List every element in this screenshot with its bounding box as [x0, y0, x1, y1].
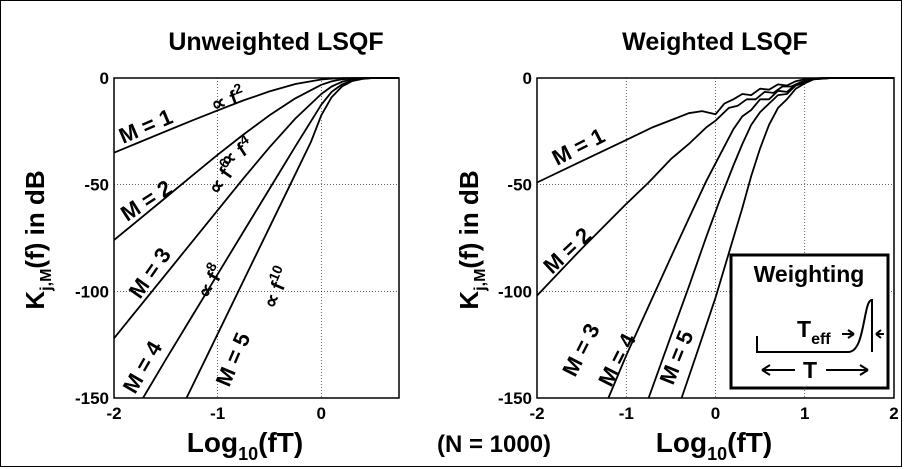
weighting-inset: Weighting Teff T — [729, 253, 890, 390]
left-label-m4: M = 4 — [118, 336, 168, 397]
left-chart-title: Unweighted LSQF — [168, 28, 383, 56]
right-label-m2: M = 2 — [538, 222, 596, 278]
teff-arrow-left-icon — [842, 329, 855, 339]
right-x-tick-label: 0 — [711, 404, 720, 423]
left-curve-m4 — [142, 77, 399, 399]
right-x-tick-label: 2 — [889, 404, 898, 423]
left-label-m1: M = 1 — [115, 104, 176, 149]
left-slope-m1: ∝ f2 — [206, 80, 248, 117]
left-label-m2: M = 2 — [116, 175, 176, 226]
left-plot-area — [113, 77, 400, 399]
left-grid — [114, 78, 399, 398]
teff-label: Teff — [797, 316, 831, 348]
right-y-tick-label: 0 — [523, 69, 532, 88]
right-curve-m1 — [536, 77, 894, 184]
right-x-tick-label: -2 — [529, 404, 544, 423]
left-y-tick-label: -50 — [84, 176, 109, 195]
left-label-m5: M = 5 — [211, 329, 256, 390]
right-y-tick-label: -100 — [498, 282, 532, 301]
right-chart-title: Weighted LSQF — [622, 28, 808, 56]
left-y-tick-label: -100 — [75, 282, 109, 301]
right-plot-area — [536, 77, 895, 399]
left-x-tick-label: -2 — [106, 404, 121, 423]
right-curve-m2 — [536, 77, 894, 297]
right-curve-m5 — [680, 77, 894, 399]
teff-arrow-right-icon — [875, 329, 884, 339]
right-tick-labels: -2 -1 0 1 2 0 -50 -100 -150 — [498, 69, 899, 423]
left-curve-m2 — [113, 77, 399, 241]
n-note: (N = 1000) — [437, 431, 551, 458]
left-curves — [113, 77, 399, 399]
left-label-m3: M = 3 — [124, 243, 176, 303]
right-y-tick-label: -50 — [507, 176, 532, 195]
weighting-curve — [756, 298, 873, 353]
left-tick-labels: -2 -1 00-50-100-150 — [75, 69, 326, 423]
left-y-label: Kj,M(f) in dB — [20, 170, 55, 309]
t-label: T — [803, 357, 817, 383]
left-curve-labels: M = 1 ∝ f2 M = 2 ∝ f4 M = 3 ∝ f6 M = 4 ∝… — [115, 80, 296, 398]
left-y-tick-label: 0 — [100, 69, 109, 88]
right-curves — [536, 77, 894, 399]
left-y-tick-label: -150 — [75, 389, 109, 408]
left-slope-m5: ∝ f10 — [255, 262, 296, 311]
right-x-tick-label: 1 — [800, 404, 809, 423]
right-label-m5: M = 5 — [654, 327, 698, 388]
left-x-label: Log10(fT) — [187, 427, 303, 464]
t-arrow-left-icon — [761, 364, 795, 376]
right-y-tick-label: -150 — [498, 389, 532, 408]
left-x-tick-label: 0 — [317, 404, 326, 423]
right-curve-labels: M = 1 M = 2 M = 3 M = 4 M = 5 — [538, 123, 698, 390]
left-curve-m5 — [185, 77, 399, 399]
left-x-tick-label: -1 — [210, 404, 225, 423]
right-y-label: Kj,M(f) in dB — [454, 170, 489, 309]
right-x-label: Log10(fT) — [656, 427, 772, 464]
right-x-tick-label: -1 — [619, 404, 634, 423]
t-arrow-right-icon — [826, 364, 869, 376]
inset-title: Weighting — [754, 261, 865, 287]
